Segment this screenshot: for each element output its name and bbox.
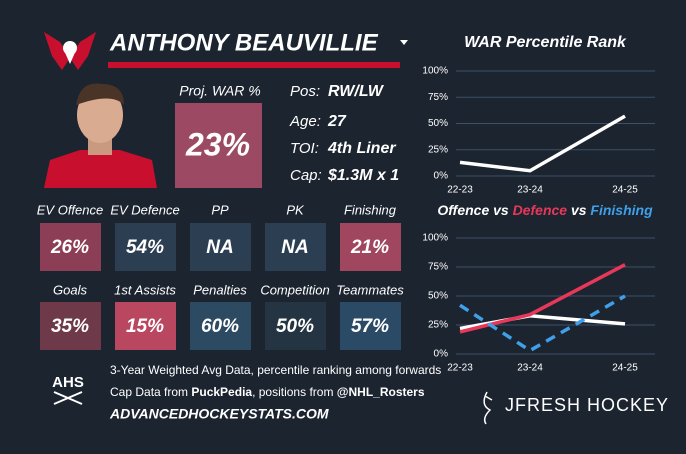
info-label: TOI:: [290, 140, 319, 157]
dropdown[interactable]: [400, 40, 408, 45]
proj-war-tile: [175, 103, 262, 188]
chart-title: Offence vs Defence vs Finishing: [437, 202, 653, 218]
footer-link[interactable]: @NHL_Rosters: [337, 385, 425, 399]
title-series: Offence: [437, 202, 489, 218]
info-value: RW/LW: [328, 83, 385, 100]
y-tick-label: 50%: [428, 118, 448, 129]
brand: JFRESH HOCKEY: [505, 395, 669, 415]
tile-label: PP: [211, 202, 229, 217]
title-series: Defence: [513, 202, 568, 218]
name-underline: [108, 62, 400, 68]
proj-war-label: Proj. WAR %: [179, 83, 260, 99]
tile-label: Finishing: [344, 202, 397, 217]
team-logo: [44, 32, 96, 70]
player-photo: [44, 82, 157, 188]
tile: [265, 223, 326, 271]
tile-label: PK: [286, 202, 305, 217]
tile: [340, 302, 401, 350]
y-tick-label: 75%: [428, 262, 448, 273]
footer-text: Cap Data from: [110, 385, 191, 399]
charts: 0% 25% 50% 75% 100% 22-23 23-24 24-25 0% 25% 50% 75…: [422, 66, 655, 374]
x-tick-label: 22-23: [447, 185, 473, 196]
y-tick-label: 25%: [428, 144, 448, 155]
info-value: 4th Liner: [327, 140, 396, 157]
tile-value: 26%: [50, 237, 89, 258]
tile-label: Goals: [53, 282, 87, 297]
series-line: [459, 263, 626, 334]
tile: [340, 223, 401, 271]
info-value: $1.3M x 1: [327, 167, 399, 184]
series-line: [459, 114, 626, 173]
footer-text: , positions from: [252, 385, 337, 399]
tile-value: 50%: [276, 316, 314, 337]
ahs-logo: AHS: [52, 374, 84, 405]
title-series: Finishing: [590, 202, 653, 218]
tile-label: EV Defence: [110, 202, 179, 217]
tile: [115, 223, 176, 271]
footer-line2: Cap Data from PuckPedia, positions from …: [110, 385, 425, 399]
tile-label: EV Offence: [37, 202, 103, 217]
tile: [265, 302, 326, 350]
tile-value: 15%: [126, 316, 164, 337]
info-label: Age:: [289, 113, 321, 130]
tile-value: 54%: [126, 237, 164, 258]
info-label: Pos:: [290, 83, 320, 100]
tile-value: 57%: [351, 316, 389, 337]
info-value: 27: [327, 113, 347, 130]
ahs-text: AHS: [52, 374, 84, 391]
x-tick-label: 23-24: [517, 185, 543, 196]
title-sep: vs: [571, 202, 587, 218]
tile-label: Competition: [260, 282, 329, 297]
y-tick-label: 75%: [428, 92, 448, 103]
info-label: Cap:: [290, 167, 322, 184]
y-tick-label: 50%: [428, 291, 448, 302]
tile: [40, 223, 101, 271]
site-url[interactable]: ADVANCEDHOCKEYSTATS.COM: [109, 406, 329, 422]
chart-title: WAR Percentile Rank: [464, 34, 627, 51]
tile-value: NA: [206, 237, 233, 258]
info: Pos: RW/LW Age: 27 TOI: 4th Liner Cap: $1.3M x …: [289, 83, 399, 184]
tile-value: 35%: [51, 316, 89, 337]
brand-logo: [483, 391, 493, 425]
y-tick-label: 100%: [422, 66, 448, 77]
y-tick-label: 0%: [434, 349, 449, 360]
x-tick-label: 23-24: [517, 363, 543, 374]
x-tick-label: 24-25: [612, 363, 638, 374]
x-tick-label: 22-23: [447, 363, 473, 374]
tiles: EV Offence 26% EV Defence 54% PP NA PK NA Finish…: [37, 202, 404, 350]
tile: [40, 302, 101, 350]
proj-war-value: 23%: [185, 126, 250, 162]
footer-line1: 3-Year Weighted Avg Data, percentile ran…: [110, 363, 441, 377]
y-tick-label: 0%: [434, 171, 449, 182]
tile-value: 60%: [201, 316, 239, 337]
tile-value: NA: [281, 237, 308, 258]
title-sep: vs: [493, 202, 509, 218]
tile: [190, 302, 251, 350]
tile-value: 21%: [350, 237, 389, 258]
footer-link[interactable]: PuckPedia: [191, 385, 252, 399]
x-tick-label: 24-25: [612, 185, 638, 196]
tile: [190, 223, 251, 271]
tile: [115, 302, 176, 350]
y-tick-label: 100%: [422, 233, 448, 244]
tile-label: 1st Assists: [114, 282, 176, 297]
tile-label: Teammates: [336, 282, 404, 297]
tile-label: Penalties: [193, 282, 247, 297]
series-line: [459, 294, 626, 353]
player-name: ANTHONY BEAUVILLIE: [109, 29, 379, 56]
y-tick-label: 25%: [428, 320, 448, 331]
